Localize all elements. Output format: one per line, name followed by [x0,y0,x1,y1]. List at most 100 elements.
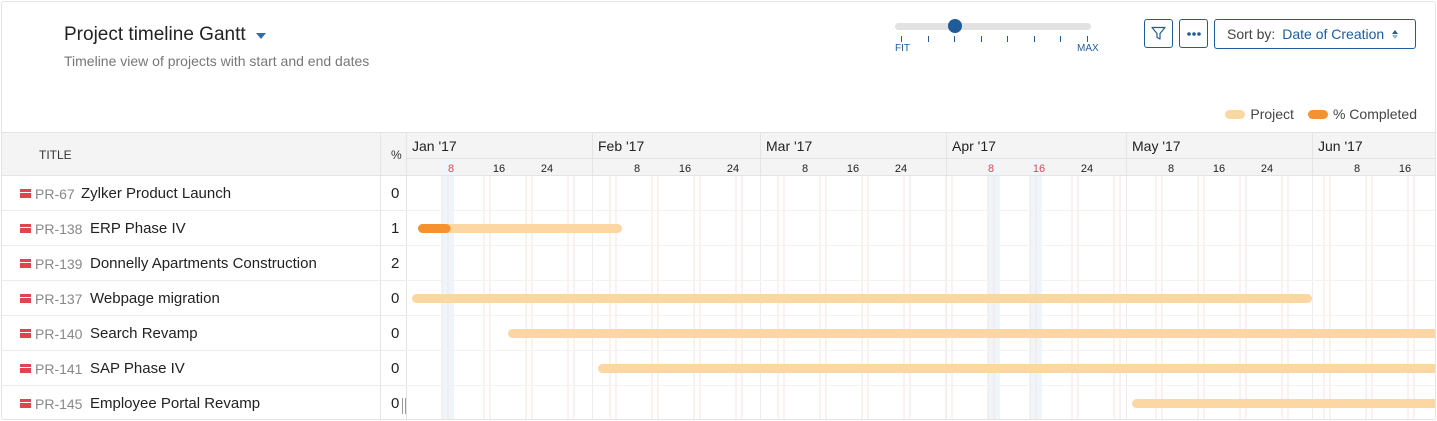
project-id[interactable]: PR-140 [35,326,83,342]
column-divider [380,351,381,385]
project-bar[interactable] [412,294,1312,303]
column-divider [380,133,381,175]
zoom-tick [1007,36,1008,42]
day-label: 8 [802,163,808,175]
project-id[interactable]: PR-137 [35,291,83,307]
sort-dropdown[interactable]: Sort by: Date of Creation [1214,19,1416,49]
more-icon [1186,31,1201,36]
table-row[interactable]: PR-145 Employee Portal Revamp 0 [2,386,406,419]
table-row[interactable]: PR-139 Donnelly Apartments Construction 2 [2,246,406,281]
project-bar[interactable] [508,329,1436,338]
day-label: 24 [1261,163,1273,175]
column-divider [380,176,381,210]
project-name[interactable]: Zylker Product Launch [81,185,232,202]
day-label: 16 [1213,163,1225,175]
day-label: 16 [1399,163,1411,175]
day-label: 16 [493,163,505,175]
day-label: 16 [1033,163,1045,175]
page-title-text: Project timeline Gantt [64,24,246,45]
month-label: Apr '17 [952,138,996,154]
page-title[interactable]: Project timeline Gantt [64,24,266,46]
zoom-tick [901,36,902,42]
project-flag-icon [20,364,31,373]
project-flag-icon [20,259,31,268]
day-label: 8 [634,163,640,175]
filter-button[interactable] [1144,19,1173,48]
zoom-tick [1060,36,1061,42]
gantt-chart: Jan '17 8 16 24 Feb '17 8 16 24 Mar '17 8 16 24 Apr … [406,132,1436,419]
zoom-min-label: FIT [895,43,910,54]
project-percent: 1 [391,220,400,237]
sort-value: Date of Creation [1282,26,1385,42]
table-row[interactable]: PR-67 Zylker Product Launch 0 [2,176,406,211]
project-bar[interactable] [1132,399,1436,408]
project-name[interactable]: Webpage migration [90,290,220,307]
project-bar[interactable] [598,364,1436,373]
table-row[interactable]: PR-140 Search Revamp 0 [2,316,406,351]
zoom-slider-track[interactable] [895,23,1091,30]
zoom-tick [1086,36,1088,42]
month-label: Feb '17 [598,138,644,154]
legend: Project % Completed [1211,106,1417,122]
project-percent: 0 [391,395,400,412]
column-divider [380,211,381,245]
legend-label-project: Project [1250,106,1294,122]
day-label: 16 [679,163,691,175]
zoom-max-label: MAX [1077,43,1099,54]
project-id[interactable]: PR-67 [35,186,75,202]
day-label: 8 [988,163,994,175]
project-flag-icon [20,329,31,338]
gantt-canvas: Jan '17 8 16 24 Feb '17 8 16 24 Mar '17 8 16 24 Apr … [406,132,1436,419]
filter-icon [1151,26,1166,40]
project-id[interactable]: PR-138 [35,221,83,237]
sort-arrows-icon [1392,29,1399,39]
month-label: Jan '17 [412,138,457,154]
table-header: TITLE % [2,132,406,176]
day-label: 24 [1081,163,1093,175]
column-resize-handle[interactable] [402,398,406,414]
weekend-shade-header [988,159,1000,175]
more-options-button[interactable] [1179,19,1208,48]
zoom-tick [954,36,955,42]
project-flag-icon [20,189,31,198]
table-row[interactable]: PR-141 SAP Phase IV 0 [2,351,406,386]
project-name[interactable]: Donnelly Apartments Construction [90,255,317,272]
zoom-slider[interactable]: FIT MAX [895,16,1105,56]
legend-item-completed: % Completed [1307,106,1417,122]
zoom-slider-handle[interactable] [947,19,962,33]
project-name[interactable]: SAP Phase IV [90,360,185,377]
zoom-tick [1033,36,1035,42]
column-header-title[interactable]: TITLE [39,148,72,162]
legend-label-completed: % Completed [1332,106,1417,122]
column-divider [380,316,381,350]
month-label: Mar '17 [766,138,812,154]
project-name[interactable]: Search Revamp [90,325,198,342]
project-percent: 0 [391,185,400,202]
project-name[interactable]: ERP Phase IV [90,220,186,237]
column-divider [380,246,381,280]
project-id[interactable]: PR-141 [35,361,83,377]
completed-bar[interactable] [418,224,451,233]
project-bar[interactable] [418,224,622,233]
zoom-tick [927,36,929,42]
weekend-shade-header [1030,159,1042,175]
project-id[interactable]: PR-139 [35,256,83,272]
sort-label: Sort by: [1227,26,1276,42]
legend-item-project: Project [1225,106,1294,122]
month-label: May '17 [1132,138,1181,154]
day-label: 24 [727,163,739,175]
project-percent: 0 [391,290,400,307]
day-label: 16 [847,163,859,175]
project-name[interactable]: Employee Portal Revamp [90,395,261,412]
table-row[interactable]: PR-137 Webpage migration 0 [2,281,406,316]
table-row[interactable]: PR-138 ERP Phase IV 1 [2,211,406,246]
day-label: 8 [448,163,454,175]
column-header-percent[interactable]: % [391,148,402,162]
project-id[interactable]: PR-145 [35,396,83,412]
chevron-down-icon[interactable] [255,33,266,39]
month-label: Jun '17 [1318,138,1363,154]
project-percent: 0 [391,360,400,377]
column-divider [380,386,381,419]
project-percent: 0 [391,325,400,342]
